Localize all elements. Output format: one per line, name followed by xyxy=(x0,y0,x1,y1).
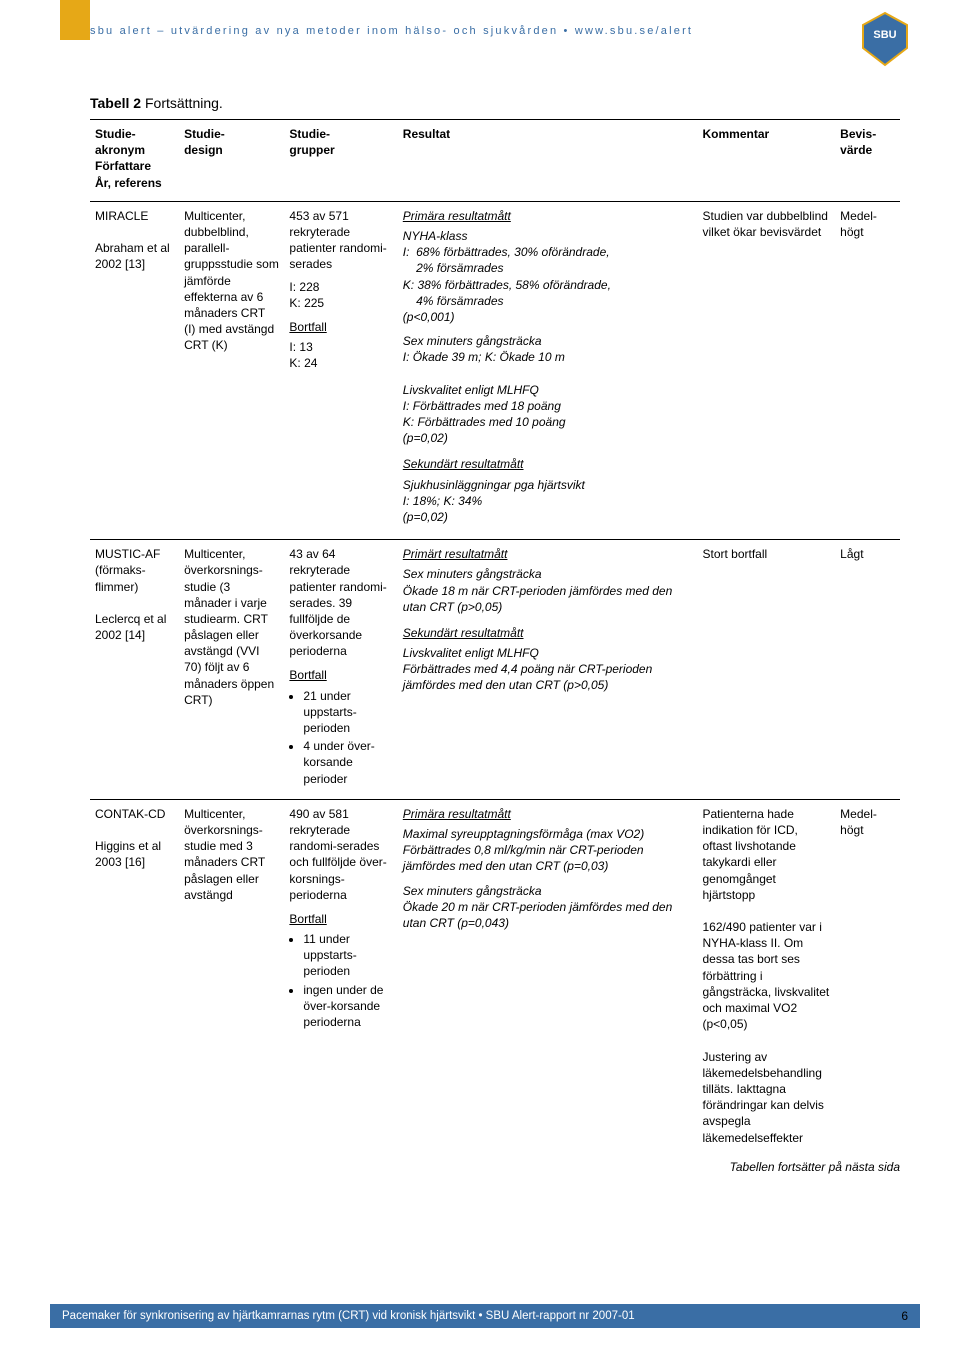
cell-bevis: Lågt xyxy=(835,540,900,800)
cell-resultat: Primärt resultatmått Sex minuters gångst… xyxy=(398,540,698,800)
cell-grupper: 43 av 64 rekryterade patienter randomi-s… xyxy=(284,540,397,800)
caption-bold: Tabell 2 xyxy=(90,95,141,111)
svg-text:SBU: SBU xyxy=(873,29,896,41)
list-item: 21 under uppstarts-perioden xyxy=(303,688,392,737)
cell-design: Multicenter, överkorsnings-studie (3 mån… xyxy=(179,540,284,800)
list-item: ingen under de över-korsande perioderna xyxy=(303,982,392,1031)
bortfall-heading: Bortfall xyxy=(289,319,392,335)
grupper-intro: 453 av 571 rekryterade patienter randomi… xyxy=(289,208,392,273)
grupper-lines: I: 228 K: 225 xyxy=(289,279,392,311)
table-row: CONTAK-CD Higgins et al 2003 [16] Multic… xyxy=(90,799,900,1155)
content-area: Tabell 2 Fortsättning. Studie- akronym F… xyxy=(90,95,900,1174)
res-sec-heading: Sekundärt resultatmått xyxy=(403,456,693,472)
bortfall-heading: Bortfall xyxy=(289,911,392,927)
res-sec-heading: Sekundärt resultatmått xyxy=(403,625,693,641)
table-row: MIRACLE Abraham et al 2002 [13] Multicen… xyxy=(90,201,900,539)
bortfall-lines: I: 13 K: 24 xyxy=(289,339,392,371)
bortfall-heading: Bortfall xyxy=(289,667,392,683)
table-caption: Tabell 2 Fortsättning. xyxy=(90,95,900,111)
cell-grupper: 490 av 581 rekryterade randomi-serades o… xyxy=(284,799,397,1155)
res-prim-heading: Primära resultatmått xyxy=(403,806,693,822)
table-footnote: Tabellen fortsätter på nästa sida xyxy=(90,1160,900,1174)
header-text: sbu alert – utvärdering av nya metoder i… xyxy=(90,25,890,37)
bortfall-list: 21 under uppstarts-perioden 4 under över… xyxy=(303,688,392,787)
cell-resultat: Primära resultatmått Maximal syreupptagn… xyxy=(398,799,698,1155)
cell-akronym: MUSTIC-AF (förmaks-flimmer) Leclercq et … xyxy=(90,540,179,800)
evidence-table: Studie- akronym Författare År, referens … xyxy=(90,119,900,1156)
table-header-row: Studie- akronym Författare År, referens … xyxy=(90,120,900,202)
res-mid: Sex minuters gångsträcka Ökade 20 m när … xyxy=(403,883,693,932)
bortfall-list: 11 under uppstarts-perioden ingen under … xyxy=(303,931,392,1030)
list-item: 11 under uppstarts-perioden xyxy=(303,931,392,980)
grupper-intro: 490 av 581 rekryterade randomi-serades o… xyxy=(289,806,392,903)
th-akronym: Studie- akronym Författare År, referens xyxy=(90,120,179,202)
footer-band: Pacemaker för synkronisering av hjärtkam… xyxy=(50,1304,920,1328)
cell-kommentar: Patienterna hade indikation för ICD, oft… xyxy=(697,799,835,1155)
th-grupper: Studie- grupper xyxy=(284,120,397,202)
th-bevis: Bevis- värde xyxy=(835,120,900,202)
table-row: MUSTIC-AF (förmaks-flimmer) Leclercq et … xyxy=(90,540,900,800)
list-item: 4 under över-korsande perioder xyxy=(303,738,392,787)
cell-design: Multicenter, dubbelblind, parallell-grup… xyxy=(179,201,284,539)
cell-kommentar: Studien var dubbelblind vilket ökar bevi… xyxy=(697,201,835,539)
cell-akronym: MIRACLE Abraham et al 2002 [13] xyxy=(90,201,179,539)
cell-kommentar: Stort bortfall xyxy=(697,540,835,800)
page: sbu alert – utvärdering av nya metoder i… xyxy=(0,0,960,1358)
sbu-logo: SBU xyxy=(860,10,910,70)
accent-bar xyxy=(60,0,90,40)
cell-bevis: Medel-högt xyxy=(835,201,900,539)
res-prim-body: NYHA-klass I: 68% förbättrades, 30% oför… xyxy=(403,228,693,325)
cell-grupper: 453 av 571 rekryterade patienter randomi… xyxy=(284,201,397,539)
res-prim-body: Sex minuters gångsträcka Ökade 18 m när … xyxy=(403,566,693,615)
res-prim-heading: Primärt resultatmått xyxy=(403,546,693,562)
res-sec-body: Sjukhusinläggningar pga hjärtsvikt I: 18… xyxy=(403,477,693,526)
res-mid: Sex minuters gångsträcka I: Ökade 39 m; … xyxy=(403,333,693,446)
res-prim-heading: Primära resultatmått xyxy=(403,208,693,224)
res-prim-body: Maximal syreupptagningsförmåga (max VO2)… xyxy=(403,826,693,875)
caption-rest: Fortsättning. xyxy=(141,95,223,111)
res-sec-body: Livskvalitet enligt MLHFQ Förbättrades m… xyxy=(403,645,693,694)
cell-akronym: CONTAK-CD Higgins et al 2003 [16] xyxy=(90,799,179,1155)
th-design: Studie- design xyxy=(179,120,284,202)
cell-bevis: Medel-högt xyxy=(835,799,900,1155)
cell-resultat: Primära resultatmått NYHA-klass I: 68% f… xyxy=(398,201,698,539)
grupper-intro: 43 av 64 rekryterade patienter randomi-s… xyxy=(289,546,392,659)
cell-design: Multicenter, överkorsnings-studie med 3 … xyxy=(179,799,284,1155)
th-kommentar: Kommentar xyxy=(697,120,835,202)
footer-text: Pacemaker för synkronisering av hjärtkam… xyxy=(62,1310,635,1322)
page-number: 6 xyxy=(901,1309,908,1323)
th-resultat: Resultat xyxy=(398,120,698,202)
